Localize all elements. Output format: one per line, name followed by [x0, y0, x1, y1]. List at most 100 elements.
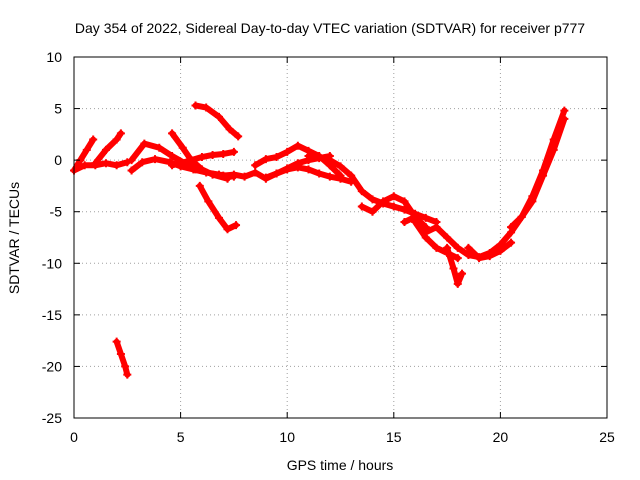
data-point: [127, 166, 136, 175]
data-point: [485, 252, 494, 261]
series-arc-13: [261, 163, 356, 186]
data-point: [458, 269, 467, 278]
y-tick-label: -25: [42, 410, 62, 426]
x-tick-label: 5: [177, 429, 185, 445]
data-point: [315, 153, 324, 162]
data-point: [112, 161, 121, 170]
data-point: [272, 153, 281, 162]
data-point: [368, 195, 377, 204]
data-point: [432, 223, 441, 232]
data-point: [357, 202, 366, 211]
series-trace: [192, 102, 242, 140]
series-arc-3: [91, 129, 125, 168]
data-point: [539, 171, 548, 180]
y-tick-label: 10: [46, 49, 62, 65]
axis-ticks: [73, 56, 608, 419]
data-point: [229, 147, 238, 156]
data-point: [325, 156, 334, 165]
data-point: [560, 114, 569, 123]
data-point: [453, 279, 462, 288]
data-point: [91, 159, 100, 168]
data-point: [121, 362, 130, 371]
data-point: [208, 150, 217, 159]
data-point: [400, 197, 409, 206]
series-trace: [196, 182, 240, 233]
data-point: [155, 143, 164, 152]
data-point: [89, 135, 98, 144]
series-arc-8: [191, 101, 243, 141]
data-point: [251, 161, 260, 170]
series-arc-18: [443, 243, 467, 288]
plot-frame: [73, 56, 608, 419]
data-point: [191, 101, 200, 110]
data-point: [528, 197, 537, 206]
data-point: [475, 254, 484, 263]
data-point: [123, 370, 132, 379]
data-point: [82, 145, 91, 154]
data-point: [421, 233, 430, 242]
data-point: [116, 350, 125, 359]
data-point: [389, 202, 398, 211]
data-point: [101, 159, 110, 168]
data-point: [261, 173, 270, 182]
data-point: [261, 155, 270, 164]
data-point: [219, 149, 228, 158]
series-arc-20: [507, 114, 569, 232]
data-point: [283, 147, 292, 156]
data-point: [560, 106, 569, 115]
data-point: [112, 337, 121, 346]
data-point: [507, 238, 516, 247]
data-series: [70, 101, 569, 379]
series-arc-9: [195, 181, 241, 234]
data-point: [127, 156, 136, 165]
data-point: [449, 264, 458, 273]
series-trace: [92, 130, 124, 167]
data-point: [443, 243, 452, 252]
data-point: [195, 181, 204, 190]
data-point: [208, 170, 217, 179]
data-point: [336, 174, 345, 183]
data-point: [140, 139, 149, 148]
data-point: [225, 125, 234, 134]
data-point: [234, 132, 243, 141]
series-trace: [444, 244, 466, 287]
data-point: [138, 158, 147, 167]
data-point: [168, 129, 177, 138]
data-point: [496, 246, 505, 255]
data-point: [251, 168, 260, 177]
data-point: [464, 243, 473, 252]
data-point: [168, 152, 177, 161]
y-tick-label: -5: [50, 204, 63, 220]
series-trace: [113, 338, 131, 378]
data-point: [202, 103, 211, 112]
data-point: [453, 243, 462, 252]
data-point: [549, 145, 558, 154]
data-point: [187, 156, 196, 165]
x-tick-label: 25: [599, 429, 615, 445]
x-axis-label: GPS time / hours: [287, 457, 394, 473]
chart-title: Day 354 of 2022, Sidereal Day-to-day VTE…: [75, 20, 585, 36]
x-tick-label: 10: [279, 429, 295, 445]
x-axis-tick-labels: 0 5 10 15 20 25: [70, 429, 615, 445]
data-point: [219, 171, 228, 180]
data-point: [325, 172, 334, 181]
y-tick-label: -10: [42, 255, 62, 271]
data-point: [151, 155, 160, 164]
data-point: [232, 221, 241, 230]
data-point: [453, 254, 462, 263]
data-point: [168, 161, 177, 170]
data-point: [411, 218, 420, 227]
y-axis-label: SDTVAR / TECUs: [6, 182, 22, 294]
data-point: [116, 129, 125, 138]
series-trace: [71, 159, 131, 174]
series-arc-19: [464, 238, 516, 263]
data-point: [347, 171, 356, 180]
x-tick-label: 15: [386, 429, 402, 445]
y-tick-label: 0: [54, 152, 62, 168]
series-arc-10: [112, 337, 132, 379]
data-point: [304, 152, 313, 161]
data-point: [223, 225, 232, 234]
data-point: [178, 143, 187, 152]
data-point: [368, 207, 377, 216]
